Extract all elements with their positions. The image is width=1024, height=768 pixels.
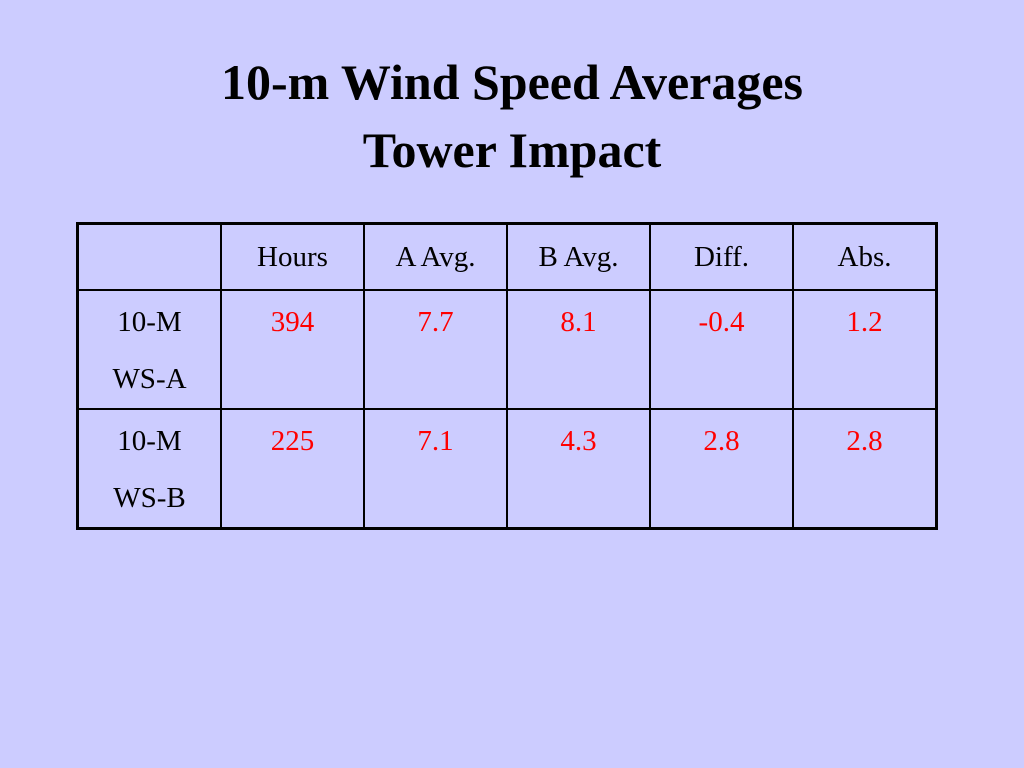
row-label-line: WS-A [112,363,187,395]
title-line: Tower Impact [362,122,662,178]
value-cell: 394 [220,289,365,410]
value-cell: 7.1 [363,408,508,530]
data-table: Hours A Avg. B Avg. Diff. Abs. 10-M WS-A … [76,222,938,530]
value-cell: 1.2 [792,289,938,410]
header-cell: A Avg. [363,222,508,291]
value-cell: -0.4 [649,289,794,410]
title-line: 10-m Wind Speed Averages [221,54,803,110]
value-cell: 225 [220,408,365,530]
header-cell: Hours [220,222,365,291]
header-cell [76,222,222,291]
slide-title: 10-m Wind Speed Averages Tower Impact [0,48,1024,184]
row-label-line: WS-B [113,482,186,514]
value-cell: 2.8 [792,408,938,530]
value-cell: 2.8 [649,408,794,530]
header-row: Hours A Avg. B Avg. Diff. Abs. [76,222,938,291]
row-label-line: 10-M [117,425,182,457]
value-cell: 7.7 [363,289,508,410]
value-cell: 4.3 [506,408,651,530]
value-cell: 8.1 [506,289,651,410]
row-label-line: 10-M [117,306,182,338]
header-cell: B Avg. [506,222,651,291]
row-label: 10-M WS-B [76,408,222,530]
header-cell: Abs. [792,222,938,291]
data-row: 10-M WS-B 225 7.1 4.3 2.8 2.8 [76,408,938,530]
row-label: 10-M WS-A [76,289,222,410]
data-row: 10-M WS-A 394 7.7 8.1 -0.4 1.2 [76,289,938,410]
header-cell: Diff. [649,222,794,291]
